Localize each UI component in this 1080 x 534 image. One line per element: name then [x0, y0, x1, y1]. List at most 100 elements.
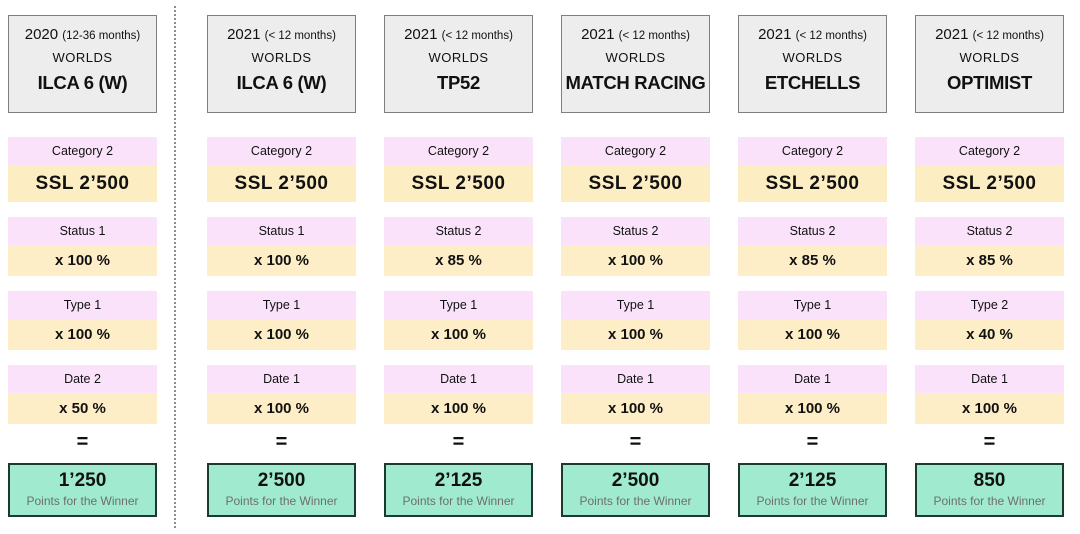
result-box: 1’250 Points for the Winner [8, 463, 157, 517]
result-caption: Points for the Winner [579, 494, 692, 508]
event-header-box: 2021 (< 12 months) WORLDS MATCH RACING [561, 15, 710, 113]
result-box: 2’125 Points for the Winner [384, 463, 533, 517]
factor-label: Category 2 [561, 137, 710, 165]
factor-block: Status 2 x 85 % [738, 217, 887, 276]
factor-value: x 100 % [738, 393, 887, 424]
factor-label: Type 1 [561, 291, 710, 319]
event-series: WORLDS [251, 50, 312, 65]
factor-label: Type 2 [915, 291, 1064, 319]
factor-value: x 100 % [384, 393, 533, 424]
event-period: (< 12 months) [441, 30, 513, 42]
result-points: 2’500 [257, 470, 306, 491]
event-period: (12-36 months) [62, 30, 141, 42]
factor-value: x 100 % [207, 319, 356, 350]
factor-value: x 100 % [561, 245, 710, 276]
equals-sign: = [806, 431, 819, 453]
factor-rows: Category 2 SSL 2’500 Status 2 x 100 % Ty… [561, 113, 710, 424]
equals-sign: = [983, 431, 996, 453]
factor-label: Status 1 [8, 217, 157, 245]
factor-value: x 40 % [915, 319, 1064, 350]
factor-block: Category 2 SSL 2’500 [738, 137, 887, 202]
factor-rows: Category 2 SSL 2’500 Status 1 x 100 % Ty… [207, 113, 356, 424]
event-period: (< 12 months) [618, 30, 690, 42]
event-column: 2021 (< 12 months) WORLDS MATCH RACING C… [561, 15, 710, 517]
factor-value: x 100 % [384, 319, 533, 350]
result-caption: Points for the Winner [402, 494, 515, 508]
event-series: WORLDS [959, 50, 1020, 65]
factor-block: Status 2 x 100 % [561, 217, 710, 276]
factor-label: Type 1 [384, 291, 533, 319]
event-series: WORLDS [605, 50, 666, 65]
factor-label: Status 2 [738, 217, 887, 245]
event-column: 2020 (12-36 months) WORLDS ILCA 6 (W) Ca… [8, 15, 157, 517]
factor-block: Category 2 SSL 2’500 [8, 137, 157, 202]
event-year-line: 2020 (12-36 months) [9, 26, 156, 43]
factor-value: x 85 % [915, 245, 1064, 276]
factor-label: Status 2 [915, 217, 1064, 245]
factor-value: x 100 % [207, 393, 356, 424]
factor-value: x 100 % [8, 319, 157, 350]
factor-block: Type 1 x 100 % [8, 291, 157, 350]
factor-value: SSL 2’500 [8, 165, 157, 202]
factor-block: Date 1 x 100 % [561, 365, 710, 424]
event-year-line: 2021 (< 12 months) [916, 26, 1063, 43]
factor-block: Date 1 x 100 % [384, 365, 533, 424]
equals-sign: = [452, 431, 465, 453]
event-series: WORLDS [428, 50, 489, 65]
factor-value: x 100 % [561, 319, 710, 350]
factor-value: x 50 % [8, 393, 157, 424]
equals-sign: = [629, 431, 642, 453]
factor-value: x 100 % [738, 319, 887, 350]
factor-label: Category 2 [915, 137, 1064, 165]
factor-value: SSL 2’500 [915, 165, 1064, 202]
factor-label: Date 1 [384, 365, 533, 393]
result-points: 850 [973, 470, 1006, 491]
factor-rows: Category 2 SSL 2’500 Status 2 x 85 % Typ… [384, 113, 533, 424]
factor-block: Date 1 x 100 % [207, 365, 356, 424]
factor-block: Type 1 x 100 % [561, 291, 710, 350]
event-header-box: 2021 (< 12 months) WORLDS TP52 [384, 15, 533, 113]
factor-block: Type 1 x 100 % [738, 291, 887, 350]
event-column: 2021 (< 12 months) WORLDS TP52 Category … [384, 15, 533, 517]
result-points: 2’125 [434, 470, 483, 491]
event-name: TP52 [436, 72, 481, 93]
factor-label: Date 2 [8, 365, 157, 393]
result-caption: Points for the Winner [26, 494, 139, 508]
event-name: OPTIMIST [947, 72, 1032, 93]
factor-label: Category 2 [207, 137, 356, 165]
event-year-line: 2021 (< 12 months) [385, 26, 532, 43]
factor-label: Status 2 [384, 217, 533, 245]
result-points: 2’125 [788, 470, 837, 491]
event-year: 2021 [404, 26, 438, 43]
result-points: 2’500 [611, 470, 660, 491]
event-year: 2020 [24, 26, 59, 43]
result-points: 1’250 [58, 470, 107, 491]
factor-value: SSL 2’500 [561, 165, 710, 202]
factor-block: Date 1 x 100 % [738, 365, 887, 424]
result-caption: Points for the Winner [756, 494, 869, 508]
event-header-box: 2021 (< 12 months) WORLDS OPTIMIST [915, 15, 1064, 113]
factor-value: SSL 2’500 [207, 165, 356, 202]
factor-label: Category 2 [738, 137, 887, 165]
factor-value: x 100 % [561, 393, 710, 424]
event-series: WORLDS [782, 50, 843, 65]
factor-block: Status 1 x 100 % [8, 217, 157, 276]
factor-value: x 85 % [384, 245, 533, 276]
factor-label: Date 1 [738, 365, 887, 393]
event-header-box: 2021 (< 12 months) WORLDS ETCHELLS [738, 15, 887, 113]
factor-value: x 100 % [915, 393, 1064, 424]
factor-value: x 100 % [207, 245, 356, 276]
factor-value: x 85 % [738, 245, 887, 276]
year-divider-dashed-line [174, 6, 176, 528]
factor-label: Type 1 [8, 291, 157, 319]
factor-block: Category 2 SSL 2’500 [915, 137, 1064, 202]
result-caption: Points for the Winner [933, 494, 1046, 508]
factor-block: Status 2 x 85 % [915, 217, 1064, 276]
factor-label: Status 2 [561, 217, 710, 245]
factor-block: Status 2 x 85 % [384, 217, 533, 276]
event-name: MATCH RACING [565, 72, 706, 93]
event-name: ILCA 6 (W) [37, 72, 128, 93]
factor-block: Category 2 SSL 2’500 [561, 137, 710, 202]
factor-block: Date 1 x 100 % [915, 365, 1064, 424]
